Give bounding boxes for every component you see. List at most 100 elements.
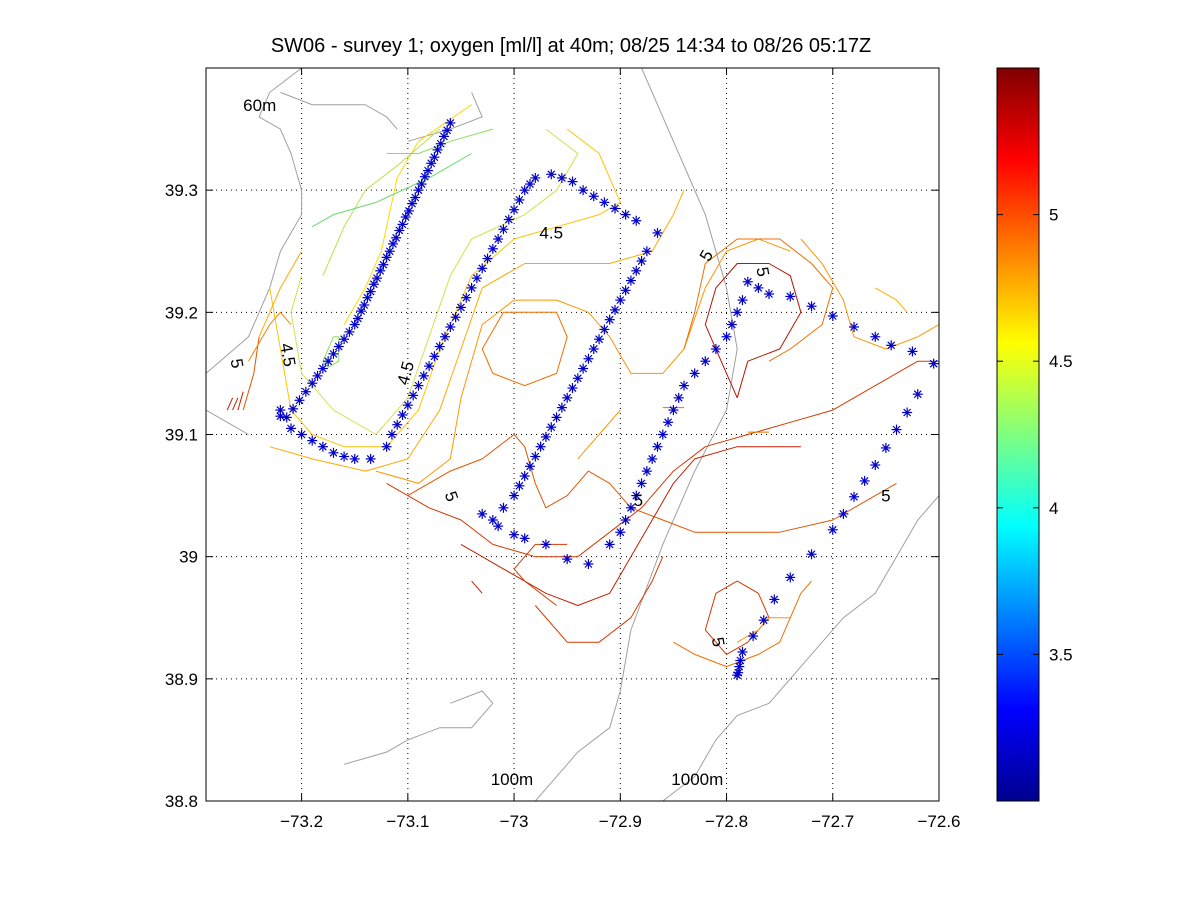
station-marker xyxy=(440,331,451,342)
station-marker xyxy=(281,412,292,423)
station-marker xyxy=(631,490,642,501)
station-marker xyxy=(849,491,860,502)
station-marker xyxy=(556,172,567,183)
station-marker xyxy=(827,310,838,321)
x-tick-label: −73.1 xyxy=(386,812,429,831)
station-marker xyxy=(493,521,504,532)
x-tick-label: −73 xyxy=(500,812,529,831)
station-marker xyxy=(519,471,530,482)
station-marker xyxy=(442,125,453,136)
contour-line xyxy=(242,336,260,411)
station-marker xyxy=(689,368,700,379)
station-marker xyxy=(349,319,360,330)
station-marker xyxy=(525,461,536,472)
station-marker xyxy=(445,117,456,128)
station-marker xyxy=(641,246,652,257)
depth-label: 100m xyxy=(491,770,534,789)
station-marker xyxy=(732,670,743,681)
station-marker xyxy=(296,429,307,440)
x-tick-label: −72.6 xyxy=(917,812,960,831)
station-marker xyxy=(599,324,610,335)
station-marker xyxy=(509,529,520,540)
contour-line xyxy=(673,580,812,668)
contour-line xyxy=(311,153,472,228)
station-marker xyxy=(381,441,392,452)
station-marker xyxy=(700,356,711,367)
bathymetry-line xyxy=(407,92,483,142)
bathymetry-line xyxy=(343,690,494,765)
contour-line xyxy=(386,360,939,558)
station-marker xyxy=(477,508,488,519)
station-marker xyxy=(432,144,443,155)
station-marker xyxy=(609,203,620,214)
x-tick-label: −72.9 xyxy=(599,812,642,831)
bathymetry-line xyxy=(534,68,738,801)
station-marker xyxy=(498,224,509,235)
station-marker xyxy=(620,515,631,526)
bathymetry-line xyxy=(280,91,398,130)
station-marker xyxy=(356,306,367,317)
station-marker xyxy=(785,291,796,302)
colorbar-ticks: 3.5 4 4.5 5 xyxy=(997,206,1073,664)
station-marker xyxy=(540,431,551,442)
colorbar-tick-label: 4.5 xyxy=(1049,352,1073,371)
station-marker xyxy=(466,282,477,293)
station-marker xyxy=(583,353,594,364)
station-marker xyxy=(312,370,323,381)
station-marker xyxy=(546,422,557,433)
station-marker xyxy=(362,292,373,303)
contour-line xyxy=(704,263,802,399)
station-marker xyxy=(758,615,769,626)
contour-line xyxy=(226,397,234,411)
station-marker xyxy=(583,558,594,569)
station-marker xyxy=(328,447,339,458)
contour-line xyxy=(237,391,244,411)
station-marker xyxy=(519,533,530,544)
station-marker xyxy=(498,502,509,513)
station-marker xyxy=(620,209,631,220)
station-marker xyxy=(636,478,647,489)
station-marker xyxy=(509,490,520,501)
station-marker xyxy=(407,198,418,209)
contour-line xyxy=(322,336,340,368)
contour-line xyxy=(460,446,801,606)
station-marker xyxy=(471,273,482,284)
contour-line xyxy=(343,104,472,325)
station-marker xyxy=(673,392,684,403)
station-marker xyxy=(556,402,567,413)
station-marker xyxy=(344,326,355,337)
station-marker xyxy=(323,356,334,367)
x-tick-label: −73.2 xyxy=(280,812,323,831)
station-marker xyxy=(764,289,775,300)
station-marker xyxy=(394,225,405,236)
station-marker xyxy=(859,475,870,486)
station-marker xyxy=(339,334,350,345)
depth-label: 1000m xyxy=(671,770,723,789)
station-marker xyxy=(514,194,525,205)
station-marker xyxy=(349,453,360,464)
colorbar: 3.5 4 4.5 5 xyxy=(996,67,1073,802)
station-marker xyxy=(328,348,339,359)
station-marker xyxy=(886,340,897,351)
bathymetry-lines xyxy=(206,68,939,801)
station-marker xyxy=(604,314,615,325)
station-marker xyxy=(392,419,403,430)
contour-label: 4.5 xyxy=(539,224,563,243)
station-marker xyxy=(413,380,424,391)
station-marker xyxy=(317,363,328,374)
station-marker xyxy=(578,363,589,374)
station-marker xyxy=(631,265,642,276)
station-marker xyxy=(625,275,636,286)
contour-line xyxy=(269,190,685,472)
x-tick-label: −72.7 xyxy=(811,812,854,831)
station-marker xyxy=(578,185,589,196)
station-marker xyxy=(737,295,748,306)
station-marker xyxy=(386,429,397,440)
station-marker xyxy=(408,390,419,401)
station-marker xyxy=(307,435,318,446)
station-marker xyxy=(721,331,732,342)
station-marker xyxy=(418,370,429,381)
station-marker xyxy=(572,373,583,384)
station-marker xyxy=(562,554,573,565)
